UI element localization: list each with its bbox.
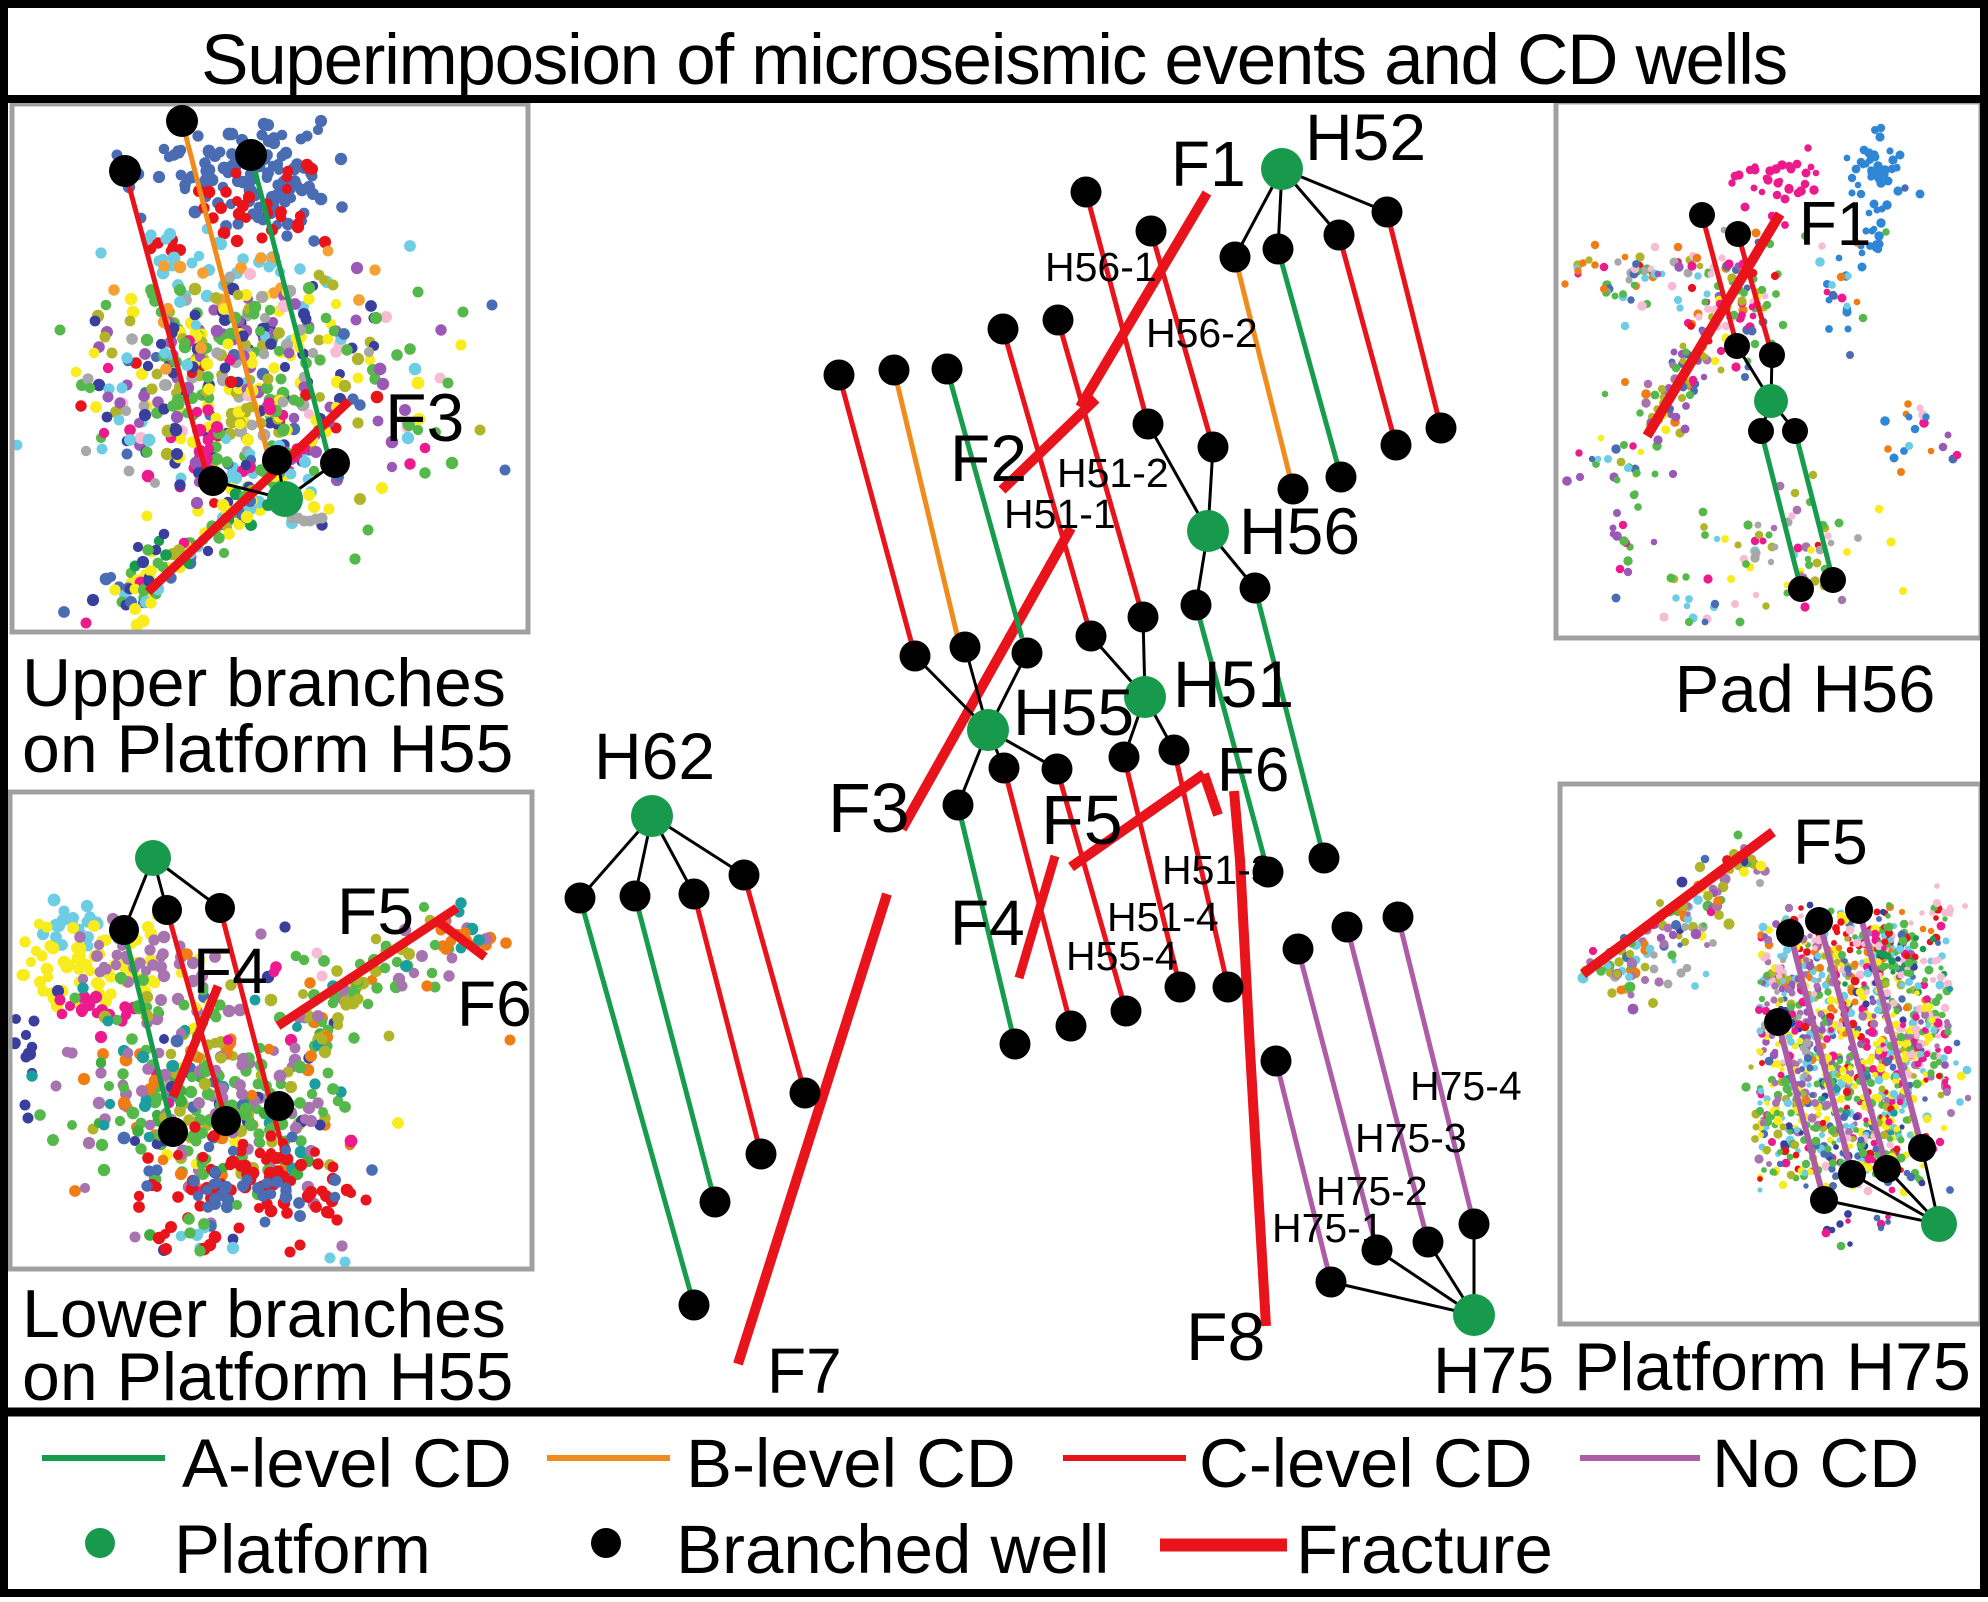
svg-text:Platform: Platform <box>174 1511 431 1588</box>
svg-text:H51-2: H51-2 <box>1057 450 1169 496</box>
svg-text:H75-3: H75-3 <box>1355 1115 1467 1161</box>
svg-text:Platform H75: Platform H75 <box>1574 1329 1971 1405</box>
svg-text:H51-4: H51-4 <box>1107 894 1219 940</box>
svg-text:Pad H56: Pad H56 <box>1675 652 1936 727</box>
svg-text:H56: H56 <box>1239 494 1360 568</box>
svg-text:H51-3: H51-3 <box>1162 847 1274 893</box>
svg-text:F5: F5 <box>1793 806 1868 878</box>
svg-text:F3: F3 <box>828 769 910 847</box>
svg-text:F5: F5 <box>1041 781 1123 859</box>
svg-text:Branched well: Branched well <box>676 1511 1109 1588</box>
svg-text:B-level CD: B-level CD <box>686 1425 1016 1502</box>
svg-text:H56-1: H56-1 <box>1045 244 1157 290</box>
svg-text:H75: H75 <box>1433 1333 1554 1407</box>
svg-text:H51-1: H51-1 <box>1004 491 1116 537</box>
svg-text:F1: F1 <box>1799 190 1871 259</box>
svg-text:Lower branches: Lower branches <box>22 1276 506 1352</box>
svg-text:C-level CD: C-level CD <box>1199 1425 1533 1502</box>
svg-text:F5: F5 <box>337 874 414 948</box>
svg-text:Superimposion of microseismic: Superimposion of microseismic events and… <box>201 21 1787 100</box>
svg-text:H75-4: H75-4 <box>1410 1063 1522 1109</box>
svg-text:H55: H55 <box>1013 675 1134 749</box>
svg-text:F6: F6 <box>457 968 532 1040</box>
svg-text:on Platform H55: on Platform H55 <box>22 711 513 787</box>
svg-text:H51: H51 <box>1173 647 1294 721</box>
svg-text:H52: H52 <box>1305 100 1426 174</box>
svg-text:H62: H62 <box>594 719 715 793</box>
svg-text:F6: F6 <box>1217 736 1289 805</box>
svg-text:F8: F8 <box>1186 1299 1265 1375</box>
svg-text:H75-2: H75-2 <box>1316 1168 1428 1214</box>
svg-text:H75-1: H75-1 <box>1272 1205 1384 1251</box>
svg-text:Upper branches: Upper branches <box>22 645 506 721</box>
svg-text:Fracture: Fracture <box>1296 1511 1553 1588</box>
svg-text:on Platform H55: on Platform H55 <box>22 1339 513 1415</box>
svg-text:F4: F4 <box>193 935 268 1007</box>
svg-text:No CD: No CD <box>1712 1425 1919 1502</box>
svg-text:F3: F3 <box>385 380 464 456</box>
svg-text:F2: F2 <box>950 421 1027 495</box>
svg-text:F1: F1 <box>1171 128 1246 200</box>
svg-text:F4: F4 <box>950 887 1025 959</box>
svg-text:F7: F7 <box>767 1335 842 1407</box>
svg-text:H55-4: H55-4 <box>1066 933 1178 979</box>
svg-text:A-level CD: A-level CD <box>182 1425 512 1502</box>
svg-text:H56-2: H56-2 <box>1146 310 1258 356</box>
